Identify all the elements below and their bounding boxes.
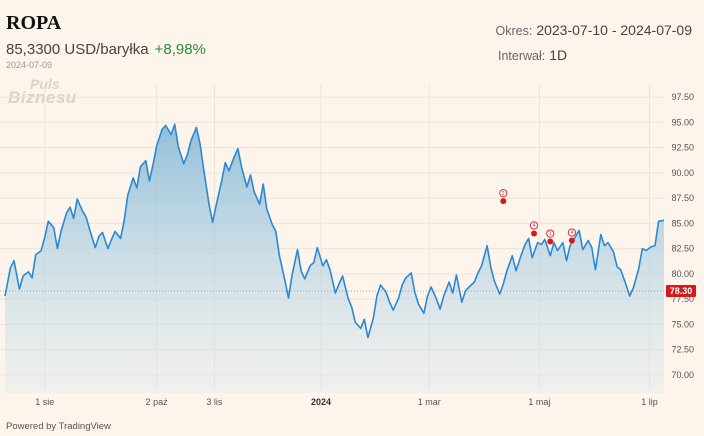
x-tick-label: 3 lis bbox=[206, 397, 223, 407]
price-row: 85,3300 USD/baryłka +8,98% bbox=[6, 41, 206, 58]
event-marker-dot[interactable] bbox=[500, 198, 507, 205]
y-tick-label: 70.00 bbox=[671, 370, 694, 380]
event-marker-badge[interactable] bbox=[529, 221, 539, 230]
instrument-title: ROPA bbox=[6, 12, 62, 34]
period-label: Okres: bbox=[495, 24, 533, 38]
y-tick-label: 87.50 bbox=[671, 193, 694, 203]
y-tick-label: 82.50 bbox=[671, 244, 694, 254]
price-area bbox=[5, 124, 664, 394]
current-price-text: 78.30 bbox=[670, 286, 693, 296]
x-tick-label: 2024 bbox=[311, 397, 331, 407]
current-price-label: 78.30 bbox=[666, 285, 696, 298]
interval-label: Interwał: bbox=[498, 49, 546, 63]
period-info: Okres: 2023-07-10 - 2024-07-09 bbox=[496, 22, 692, 38]
event-markers[interactable]: 2 4 1 4 bbox=[499, 189, 576, 245]
price-value: 85,3300 USD/baryłka bbox=[6, 41, 149, 58]
y-tick-label: 97.50 bbox=[671, 92, 694, 102]
event-marker-dot[interactable] bbox=[568, 237, 575, 244]
powered-by[interactable]: Powered by TradingView bbox=[6, 421, 111, 432]
interval-value: 1D bbox=[549, 47, 568, 63]
event-marker[interactable]: 1 bbox=[546, 229, 555, 245]
x-tick-label: 2 paź bbox=[146, 397, 169, 407]
x-tick-label: 1 mar bbox=[418, 397, 441, 407]
event-marker[interactable]: 4 bbox=[529, 221, 539, 237]
interval-info: Interwał: 1D bbox=[498, 47, 567, 63]
event-marker-label: 2 bbox=[502, 191, 505, 197]
price-change: +8,98% bbox=[154, 41, 206, 58]
event-marker-dot[interactable] bbox=[547, 238, 554, 245]
x-axis: 1 sie 2 paź 3 lis 2024 1 mar 1 maj 1 lip bbox=[35, 397, 658, 407]
y-tick-label: 85.00 bbox=[671, 218, 694, 228]
y-axis: 97.50 95.00 92.50 90.00 87.50 85.00 82.50 80.00… bbox=[671, 92, 694, 380]
event-marker[interactable]: 2 bbox=[499, 189, 508, 205]
x-tick-label: 1 sie bbox=[35, 397, 54, 407]
y-tick-label: 77.50 bbox=[671, 294, 694, 304]
y-tick-label: 72.50 bbox=[671, 345, 694, 355]
event-marker-label: 4 bbox=[571, 230, 574, 236]
event-marker-label: 4 bbox=[533, 223, 536, 229]
logo-line-1: Puls bbox=[30, 76, 60, 92]
x-tick-label: 1 maj bbox=[528, 397, 550, 407]
event-marker-badge[interactable] bbox=[567, 228, 576, 237]
event-marker[interactable]: 4 bbox=[567, 228, 576, 244]
y-tick-label: 95.00 bbox=[671, 117, 694, 127]
event-marker-badge[interactable] bbox=[546, 229, 555, 238]
price-line bbox=[4, 123, 665, 339]
price-date: 2024-07-09 bbox=[6, 60, 53, 70]
event-marker-label: 1 bbox=[549, 231, 552, 237]
x-tick-label: 1 lip bbox=[641, 397, 658, 407]
y-tick-label: 75.00 bbox=[671, 319, 694, 329]
event-marker-badge[interactable] bbox=[499, 189, 508, 198]
y-tick-label: 90.00 bbox=[671, 168, 694, 178]
event-marker-dot[interactable] bbox=[531, 230, 538, 237]
y-tick-label: 80.00 bbox=[671, 269, 694, 279]
period-value: 2023-07-10 - 2024-07-09 bbox=[536, 22, 692, 38]
y-tick-label: 92.50 bbox=[671, 143, 694, 153]
